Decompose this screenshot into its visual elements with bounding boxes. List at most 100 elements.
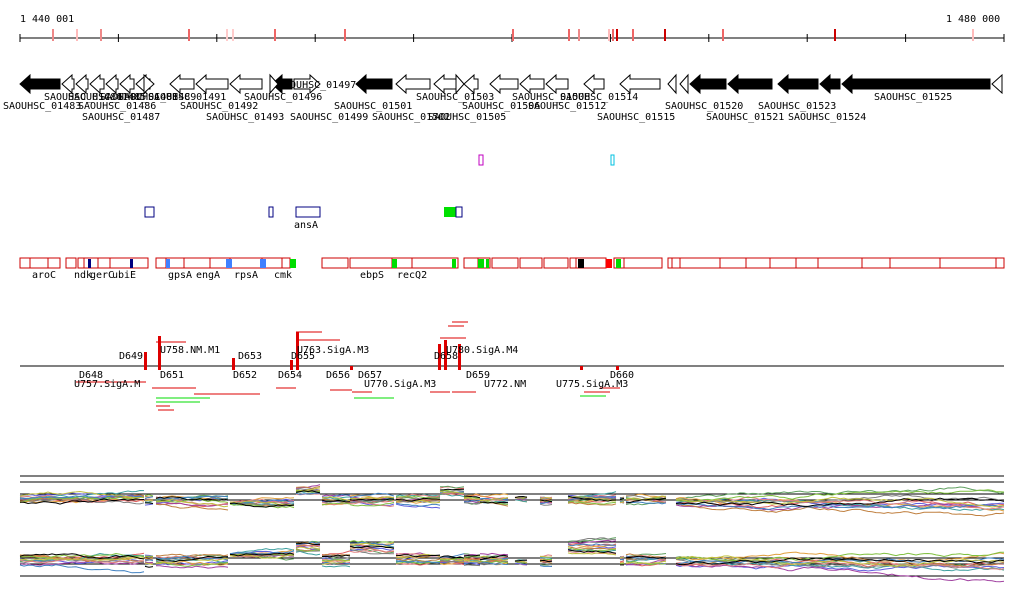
feature-track <box>145 155 614 217</box>
gene-arrow <box>90 75 104 93</box>
ruler-mark <box>274 29 276 41</box>
segment-label: U775.SigA.M3 <box>556 380 628 390</box>
ruler-start-label: 1 440 001 <box>20 15 74 25</box>
operon-box <box>520 258 542 268</box>
ruler-mark <box>232 29 234 41</box>
ruler-mark <box>512 29 514 41</box>
gene-arrow <box>270 75 278 93</box>
segment-label: D656 <box>326 371 350 381</box>
gene-arrow <box>668 75 676 93</box>
expression-line <box>145 566 153 567</box>
operon-mark <box>606 259 612 268</box>
gene-arrow <box>842 75 990 93</box>
ruler-mark <box>834 29 836 41</box>
gene-label: SAOUHSC_01505 <box>428 113 506 123</box>
operon-mark <box>452 259 456 268</box>
feature-label: ansA <box>294 221 318 231</box>
expression-line <box>480 553 508 555</box>
gene-label: SAOUHSC_01493 <box>206 113 284 123</box>
operon-gene-label: recQ2 <box>397 271 427 281</box>
expression-line <box>20 565 144 573</box>
gene-label: SAOUHSC_01515 <box>597 113 675 123</box>
ruler-mark <box>632 29 634 41</box>
gene-arrow <box>120 75 134 93</box>
feature-box <box>296 207 320 217</box>
gene-label: SAOUHSC_01501 <box>334 102 412 112</box>
operon-gene-label: gerC <box>90 271 114 281</box>
segment-bar <box>350 366 353 370</box>
operon-box <box>614 258 662 268</box>
gene-arrow <box>620 75 660 93</box>
gene-arrow <box>20 75 60 93</box>
operon-mark <box>130 259 133 268</box>
feature-marker <box>611 155 614 165</box>
segment-label: D649 <box>119 352 143 362</box>
expression-line <box>620 561 624 562</box>
segment-track <box>20 322 1004 410</box>
gene-arrow <box>778 75 818 93</box>
operon-gene-label: aroC <box>32 271 56 281</box>
gene-label: SAOUHSC_01496 <box>244 93 322 103</box>
expression-line <box>156 566 228 568</box>
operon-mark <box>478 259 484 268</box>
ruler-mark <box>568 29 570 41</box>
operon-mark <box>166 259 170 268</box>
gene-arrow <box>728 75 772 93</box>
gene-arrow <box>584 75 604 93</box>
operon-track <box>20 258 1004 268</box>
gene-arrow <box>230 75 262 93</box>
feature-box <box>444 207 456 217</box>
segment-label: D653 <box>238 352 262 362</box>
ruler-mark <box>578 29 580 41</box>
operon-box <box>544 258 568 268</box>
gene-label: SAOUHSC_01483 <box>3 102 81 112</box>
gene-arrow <box>434 75 456 93</box>
operon-box <box>156 258 290 268</box>
segment-bar <box>144 352 147 370</box>
gene-arrow <box>520 75 544 93</box>
expression-line <box>296 551 320 555</box>
ruler-mark <box>664 29 666 41</box>
operon-gene-label: ubiE <box>112 271 136 281</box>
ruler-mark <box>52 29 54 41</box>
expression-line <box>440 486 464 488</box>
operon-mark <box>88 259 91 268</box>
gene-label: SAOUHSC_01520 <box>665 102 743 112</box>
operon-box <box>322 258 348 268</box>
gene-arrow <box>396 75 430 93</box>
segment-label: D654 <box>278 371 302 381</box>
segment-label: D652 <box>233 371 257 381</box>
segment-label: D651 <box>160 371 184 381</box>
ruler-mark <box>608 29 610 41</box>
gene-arrow <box>546 75 568 93</box>
expression-line <box>540 566 552 567</box>
gene-arrow <box>356 75 392 93</box>
segment-label: U772.NM <box>484 380 526 390</box>
ruler-mark <box>76 29 78 41</box>
segment-label: U770.SigA.M3 <box>364 380 436 390</box>
gene-label: SAOUHSC_01514 <box>560 93 638 103</box>
segment-label: U758.NM.M1 <box>160 346 220 356</box>
expression-line <box>145 503 153 504</box>
feature-marker <box>479 155 483 165</box>
operon-mark <box>486 259 489 268</box>
operon-mark <box>260 259 266 268</box>
operon-mark <box>290 259 296 268</box>
gene-label: SAOUHSC_01497 <box>278 81 356 91</box>
gene-arrow <box>62 75 74 93</box>
gene-label: SAOUHSC_01487 <box>82 113 160 123</box>
operon-box <box>20 258 60 268</box>
gene-label: SAOUHSC_01525 <box>874 93 952 103</box>
expression-line <box>464 565 480 566</box>
segment-label: U763.SigA.M3 <box>297 346 369 356</box>
expression-line <box>322 566 350 567</box>
gene-label: SAOUHSC_01521 <box>706 113 784 123</box>
operon-mark <box>392 259 397 268</box>
expression-line <box>145 504 153 505</box>
operon-gene-label: gpsA <box>168 271 192 281</box>
expression-line <box>620 559 624 560</box>
operon-box <box>570 258 606 268</box>
ruler-mark <box>612 29 614 41</box>
ruler-mark <box>100 29 102 41</box>
expression-line <box>440 489 464 490</box>
